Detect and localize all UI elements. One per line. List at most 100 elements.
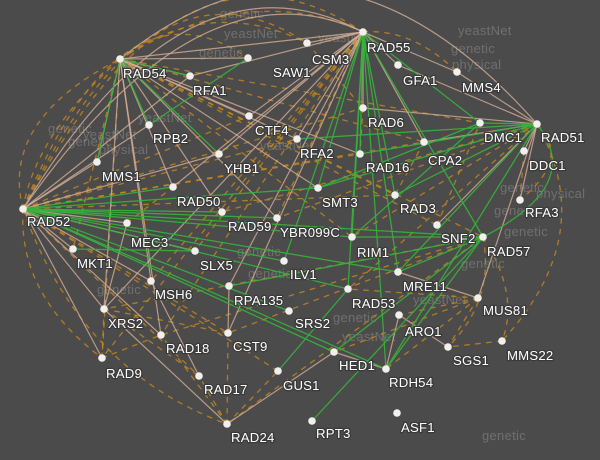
node-gus1[interactable]	[274, 367, 282, 375]
node-rad59[interactable]	[218, 208, 226, 216]
node-rad24[interactable]	[223, 420, 231, 428]
node-label-cpa2[interactable]: CPA2	[427, 152, 464, 170]
node-gfa1[interactable]	[394, 61, 402, 69]
node-asf1[interactable]	[393, 409, 401, 417]
node-rad52[interactable]	[19, 205, 27, 213]
node-label-cst9[interactable]: CST9	[232, 338, 269, 356]
node-msh6[interactable]	[147, 277, 155, 285]
node-ilv1[interactable]	[280, 257, 288, 265]
node-rad51[interactable]	[533, 120, 541, 128]
node-label-ybr099c[interactable]: YBR099C	[279, 224, 342, 242]
node-label-rad9[interactable]: RAD9	[105, 365, 143, 383]
node-rad18[interactable]	[157, 331, 165, 339]
node-label-csm3[interactable]: CSM3	[311, 51, 351, 69]
node-rad53[interactable]	[344, 285, 352, 293]
node-label-ctf4[interactable]: CTF4	[254, 122, 290, 140]
node-label-rfa3[interactable]: RFA3	[524, 204, 560, 222]
node-rfa3[interactable]	[516, 196, 524, 204]
node-label-snf2[interactable]: SNF2	[440, 230, 477, 248]
node-label-hed1[interactable]: HED1	[338, 357, 376, 375]
node-label-sgs1[interactable]: SGS1	[452, 352, 490, 370]
node-label-mms4[interactable]: MMS4	[461, 79, 502, 97]
node-label-mms22[interactable]: MMS22	[506, 347, 555, 365]
node-label-mre11[interactable]: MRE11	[402, 278, 448, 296]
node-label-rad17[interactable]: RAD17	[203, 381, 249, 399]
node-mkt1[interactable]	[69, 245, 77, 253]
node-label-rad18[interactable]: RAD18	[165, 340, 211, 358]
node-label-dmc1[interactable]: DMC1	[483, 129, 524, 147]
node-rpb2[interactable]	[145, 121, 153, 129]
node-rad3[interactable]	[391, 191, 399, 199]
node-label-yhb1[interactable]: YHB1	[223, 160, 261, 178]
node-label-gus1[interactable]: GUS1	[282, 377, 321, 395]
node-label-msh6[interactable]: MSH6	[154, 286, 194, 304]
node-label-aro1[interactable]: ARO1	[404, 323, 443, 341]
node-label-mus81[interactable]: MUS81	[482, 302, 529, 320]
node-yhb1[interactable]	[215, 150, 223, 158]
node-dmc1[interactable]	[476, 119, 484, 127]
node-rpa135[interactable]	[225, 282, 233, 290]
node-label-ilv1[interactable]: ILV1	[289, 266, 318, 284]
node-aro1[interactable]	[395, 311, 403, 319]
node-hed1[interactable]	[330, 348, 338, 356]
node-mus81[interactable]	[474, 294, 482, 302]
node-cpa2[interactable]	[420, 138, 428, 146]
node-mms1[interactable]	[93, 158, 101, 166]
node-label-rpa135[interactable]: RPA135	[233, 292, 285, 310]
node-rad55[interactable]	[359, 28, 367, 36]
node-label-rim1[interactable]: RIM1	[356, 244, 391, 262]
node-label-rfa1[interactable]: RFA1	[192, 82, 228, 100]
node-ybr099c[interactable]	[273, 214, 281, 222]
node-label-rfa2[interactable]: RFA2	[299, 145, 335, 163]
node-label-rad3[interactable]: RAD3	[399, 200, 437, 218]
node-rpt3[interactable]	[308, 417, 316, 425]
node-label-rad50[interactable]: RAD50	[176, 193, 222, 211]
node-srs2[interactable]	[285, 307, 293, 315]
node-label-rdh54[interactable]: RDH54	[388, 374, 435, 392]
node-label-asf1[interactable]: ASF1	[400, 419, 436, 437]
node-saw1[interactable]	[244, 54, 252, 62]
node-cst9[interactable]	[224, 329, 232, 337]
node-mre11[interactable]	[394, 268, 402, 276]
node-label-mkt1[interactable]: MKT1	[76, 255, 114, 273]
node-label-rad57[interactable]: RAD57	[486, 243, 532, 261]
node-ddc1[interactable]	[520, 147, 528, 155]
node-label-rpt3[interactable]: RPT3	[315, 425, 352, 443]
node-label-mms1[interactable]: MMS1	[101, 168, 142, 186]
node-label-xrs2[interactable]: XRS2	[107, 315, 145, 333]
node-label-rad51[interactable]: RAD51	[540, 129, 586, 147]
node-snf2[interactable]	[433, 221, 441, 229]
node-csm3[interactable]	[303, 39, 311, 47]
node-label-smt3[interactable]: SMT3	[321, 194, 359, 212]
node-mms22[interactable]	[498, 337, 506, 345]
node-rad57[interactable]	[479, 233, 487, 241]
node-label-rad24[interactable]: RAD24	[230, 429, 276, 447]
node-label-rad59[interactable]: RAD59	[227, 218, 273, 236]
node-label-slx5[interactable]: SLX5	[199, 257, 234, 275]
node-label-rad6[interactable]: RAD6	[367, 114, 405, 132]
node-rad9[interactable]	[98, 354, 106, 362]
node-rad54[interactable]	[116, 55, 124, 63]
node-label-rad52[interactable]: RAD52	[26, 213, 72, 231]
node-label-rad55[interactable]: RAD55	[366, 39, 412, 57]
node-rad16[interactable]	[356, 150, 364, 158]
node-sgs1[interactable]	[444, 343, 452, 351]
node-label-mec3[interactable]: MEC3	[130, 234, 170, 252]
node-rdh54[interactable]	[382, 365, 390, 373]
node-label-ddc1[interactable]: DDC1	[528, 157, 567, 175]
node-ctf4[interactable]	[245, 112, 253, 120]
node-label-srs2[interactable]: SRS2	[294, 315, 332, 333]
node-label-rad16[interactable]: RAD16	[365, 159, 411, 177]
node-mec3[interactable]	[123, 219, 131, 227]
node-label-rad53[interactable]: RAD53	[351, 295, 397, 313]
node-smt3[interactable]	[314, 184, 322, 192]
node-label-saw1[interactable]: SAW1	[272, 64, 312, 82]
node-rad6[interactable]	[359, 104, 367, 112]
node-label-rpb2[interactable]: RPB2	[152, 130, 190, 148]
node-rad17[interactable]	[195, 372, 203, 380]
node-rad50[interactable]	[169, 183, 177, 191]
node-label-rad54[interactable]: RAD54	[122, 65, 168, 83]
node-slx5[interactable]	[191, 247, 199, 255]
node-xrs2[interactable]	[100, 305, 108, 313]
node-rim1[interactable]	[348, 233, 356, 241]
